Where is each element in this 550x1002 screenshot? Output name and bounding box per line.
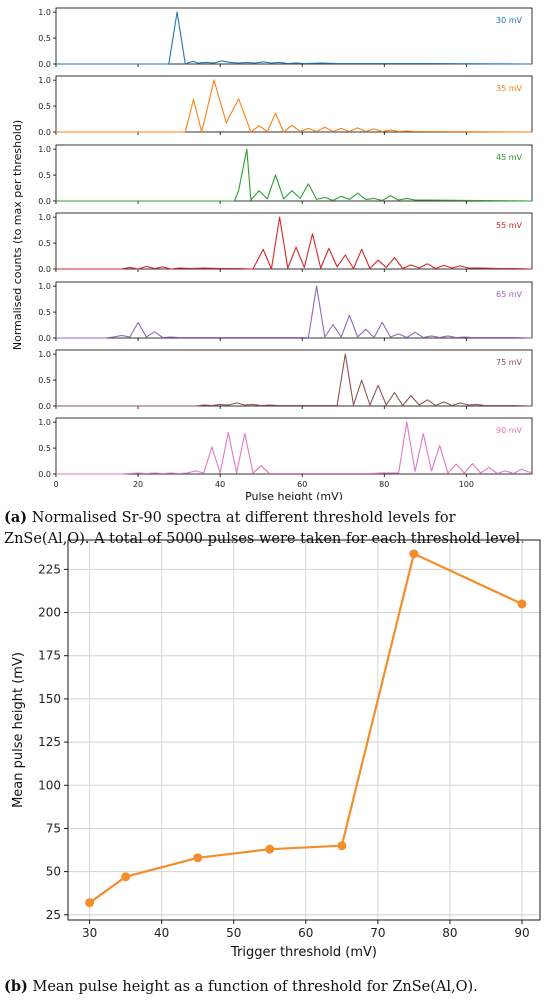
panel-frame	[55, 212, 533, 270]
y-tick-label: 225	[38, 562, 61, 576]
x-tick-label: 90	[514, 926, 529, 940]
y-tick-label: 175	[38, 649, 61, 663]
mean-pulse-figure: 30 40 50 60 70 80 90 25 50 75 100 125 150 175 200 225 Tr…	[11, 539, 541, 960]
y-tick-label: 0.0	[38, 60, 51, 69]
spectrum-panel: 0.0 0.5 1.0 35 mV	[38, 75, 533, 137]
data-point	[337, 841, 347, 851]
data-point	[85, 898, 95, 908]
y-tick-label: 0.5	[38, 444, 51, 453]
data-point	[265, 844, 275, 854]
x-axis-label: Trigger threshold (mV)	[230, 945, 377, 960]
x-tick-label: 100	[459, 480, 474, 489]
x-tick-label: 60	[298, 926, 313, 940]
y-tick-label: 125	[38, 735, 61, 749]
caption-a-text: Normalised Sr-90 spectra at different th…	[4, 510, 525, 547]
y-tick-label: 1.0	[38, 213, 51, 222]
x-tick-label: 70	[370, 926, 385, 940]
y-tick-label: 0.0	[38, 265, 51, 274]
x-axis-label: Pulse height (mV)	[245, 490, 343, 500]
y-tick-label: 200	[38, 606, 61, 620]
y-tick-label: 0.0	[38, 128, 51, 137]
x-tick-label: 80	[379, 480, 389, 489]
y-tick-label: 1.0	[38, 418, 51, 427]
caption-b-text: Mean pulse height as a function of thres…	[27, 979, 478, 995]
y-tick-label: 25	[46, 908, 61, 922]
x-tick-label: 50	[226, 926, 241, 940]
y-tick-label: 1.0	[38, 8, 51, 17]
y-tick-label: 0.5	[38, 34, 51, 43]
panel-frame	[55, 144, 533, 202]
x-tick-label: 40	[154, 926, 169, 940]
y-tick-label: 0.0	[38, 470, 51, 479]
series-line	[56, 285, 533, 339]
panel-frame	[55, 75, 533, 133]
series-label: 35 mV	[496, 84, 523, 93]
y-tick-label: 0.5	[38, 171, 51, 180]
y-tick-label: 75	[46, 821, 61, 835]
y-tick-label: 100	[38, 778, 61, 792]
spectrum-panel: 0.0 0.5 1.0 55 mV	[38, 212, 533, 274]
series-line	[56, 216, 533, 270]
panel-frame	[55, 417, 533, 475]
spectrum-panel: 0.0 0.5 1.0 30 mV	[38, 7, 533, 69]
plot-frame	[67, 539, 541, 921]
x-tick-label: 40	[215, 480, 225, 489]
panel-frame	[55, 7, 533, 65]
y-tick-label: 0.5	[38, 308, 51, 317]
series-line	[56, 11, 533, 65]
caption-a-label: (a)	[4, 509, 28, 526]
x-tick-label: 80	[442, 926, 457, 940]
spectra-figure: 0.0 0.5 1.0 30 mV 0.0 0.5 1.0 35 mV 0.0 0.5 1.0 45 …	[11, 7, 533, 500]
series-label: 75 mV	[496, 358, 523, 367]
y-tick-label: 50	[46, 865, 61, 879]
x-tick-label: 20	[133, 480, 143, 489]
x-tick-label: 60	[297, 480, 307, 489]
caption-b-label: (b)	[4, 978, 28, 995]
series-label: 45 mV	[496, 153, 523, 162]
y-tick-label: 0.0	[38, 197, 51, 206]
data-point	[193, 853, 203, 863]
spectrum-panel: 0.0 0.5 1.0 65 mV	[38, 281, 533, 343]
y-tick-label: 1.0	[38, 282, 51, 291]
series-line	[56, 353, 533, 407]
y-tick-label: 1.0	[38, 350, 51, 359]
data-point	[409, 549, 419, 559]
data-point	[517, 599, 527, 609]
caption-a: (a) Normalised Sr-90 spectra at differen…	[4, 507, 544, 550]
series-line	[56, 148, 533, 202]
series-label: 55 mV	[496, 221, 523, 230]
y-tick-label: 1.0	[38, 145, 51, 154]
caption-b: (b) Mean pulse height as a function of t…	[4, 976, 544, 998]
spectrum-panel: 0.0 0.5 1.0 45 mV	[38, 144, 533, 206]
y-axis-label: Normalised counts (to max per threshold)	[11, 120, 24, 350]
spectrum-panel: 0.0 0.5 1.0 75 mV	[38, 349, 533, 411]
y-axis-label: Mean pulse height (mV)	[11, 652, 26, 808]
y-tick-label: 0.5	[38, 239, 51, 248]
series-label: 65 mV	[496, 290, 523, 299]
y-tick-label: 0.0	[38, 334, 51, 343]
series-label: 30 mV	[496, 16, 523, 25]
series-line	[56, 421, 533, 475]
panel-frame	[55, 349, 533, 407]
data-point	[121, 872, 131, 882]
spectrum-panel: 0.0 0.5 1.0 90 mV	[38, 417, 533, 479]
y-tick-label: 150	[38, 692, 61, 706]
series-label: 90 mV	[496, 426, 523, 435]
panel-frame	[55, 281, 533, 339]
y-tick-label: 0.5	[38, 376, 51, 385]
x-tick-label: 30	[82, 926, 97, 940]
y-tick-label: 0.5	[38, 102, 51, 111]
y-tick-label: 0.0	[38, 402, 51, 411]
series-line	[56, 79, 533, 133]
x-tick-label: 0	[53, 480, 58, 489]
y-tick-label: 1.0	[38, 76, 51, 85]
